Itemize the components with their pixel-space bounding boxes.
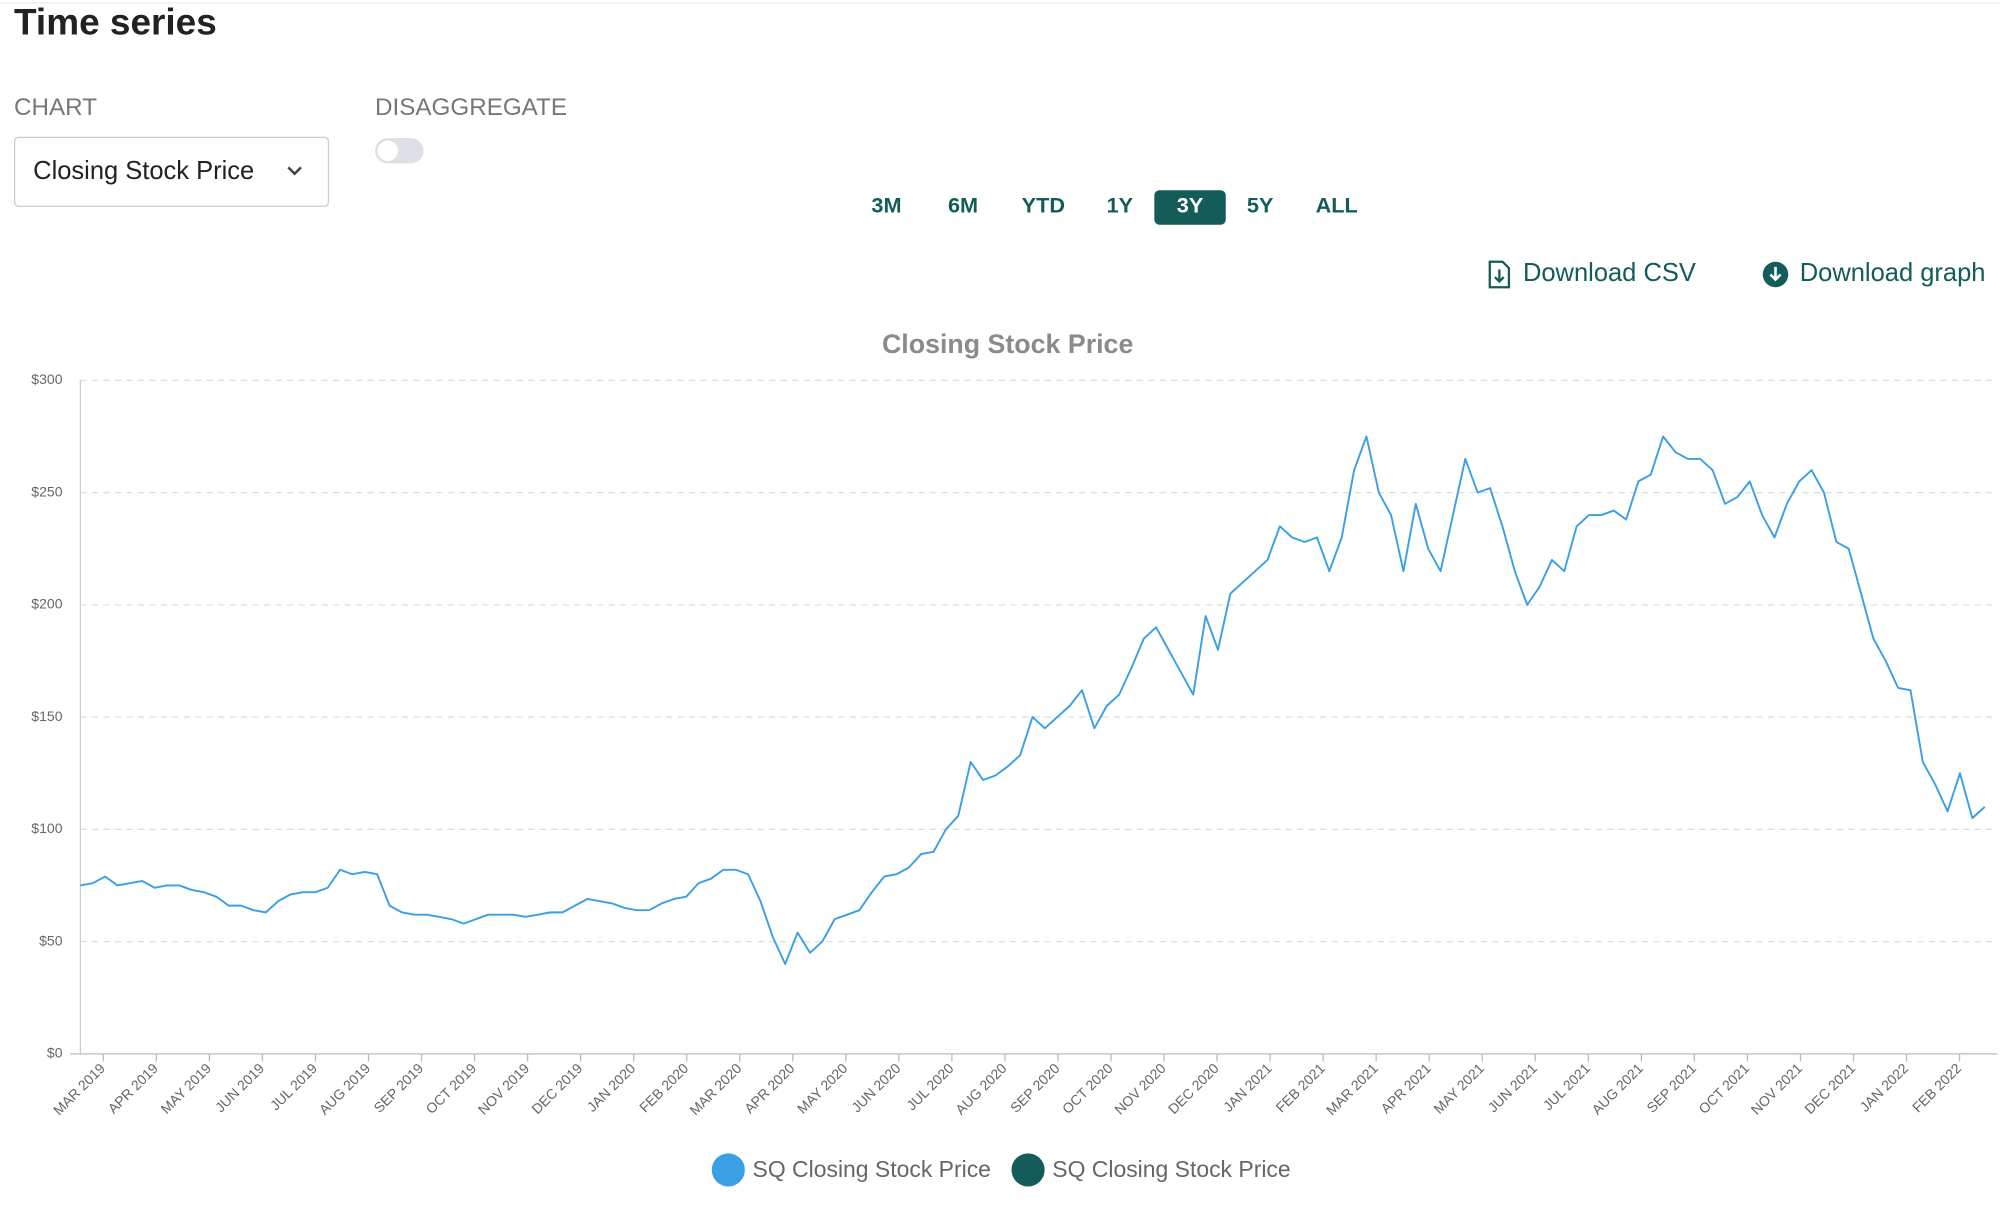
x-tick-label: OCT 2021: [1695, 1060, 1752, 1117]
range-button[interactable]: 1Y: [1107, 193, 1134, 218]
legend-item[interactable]: SQ Closing Stock Price: [711, 1153, 991, 1187]
range-button[interactable]: 3Y: [1154, 190, 1226, 225]
disaggregate-label: DISAGGREGATE: [375, 94, 567, 121]
chart-title: Closing Stock Price: [882, 329, 1133, 359]
chart-label: CHART: [14, 94, 97, 121]
download-graph-text[interactable]: Download graph: [1800, 259, 1986, 287]
range-button[interactable]: 6M: [948, 193, 978, 218]
legend-swatch[interactable]: [1011, 1153, 1045, 1187]
range-label[interactable]: 3M: [871, 193, 901, 218]
download-csv[interactable]: Download CSV: [1488, 259, 1696, 289]
y-tick-label: $300: [31, 371, 62, 387]
x-tick-label: JAN 2020: [584, 1060, 639, 1115]
x-tick-label: JUL 2021: [1540, 1060, 1594, 1114]
range-button[interactable]: ALL: [1316, 193, 1358, 218]
x-tick-label: FEB 2022: [1909, 1060, 1965, 1116]
select-caret: [287, 166, 302, 176]
x-tick-label: NOV 2020: [1111, 1060, 1169, 1118]
toggle-knob: [377, 140, 398, 161]
range-button[interactable]: YTD: [1022, 193, 1065, 218]
x-tick-label: MAR 2020: [686, 1060, 744, 1118]
y-tick-label: $0: [47, 1045, 63, 1061]
range-active-bg[interactable]: [1154, 190, 1226, 225]
legend-label[interactable]: SQ Closing Stock Price: [753, 1156, 991, 1182]
x-tick-label: SEP 2019: [370, 1060, 426, 1116]
x-tick-label: JUN 2020: [848, 1060, 904, 1116]
toggle[interactable]: [375, 138, 424, 164]
range-label[interactable]: 3Y: [1177, 193, 1204, 218]
download-csv-text[interactable]: Download CSV: [1523, 259, 1696, 287]
x-tick-label: DEC 2021: [1801, 1060, 1858, 1117]
x-tick-label: APR 2020: [741, 1060, 798, 1117]
range-label[interactable]: 1Y: [1107, 193, 1134, 218]
range-label[interactable]: 5Y: [1247, 193, 1274, 218]
select-value[interactable]: Closing Stock Price: [33, 157, 254, 185]
x-tick-label: NOV 2021: [1748, 1060, 1806, 1118]
range-label[interactable]: 6M: [948, 193, 978, 218]
legend-item[interactable]: SQ Closing Stock Price: [1011, 1153, 1291, 1187]
x-tick-label: SEP 2020: [1007, 1060, 1063, 1116]
page-title: Time series: [14, 1, 217, 42]
y-tick-label: $100: [31, 820, 62, 836]
x-tick-label: MAY 2020: [794, 1060, 851, 1117]
legend-swatch[interactable]: [711, 1153, 745, 1187]
y-tick-label: $50: [39, 932, 63, 948]
chart-select[interactable]: Closing Stock Price: [14, 136, 330, 207]
x-tick-label: FEB 2021: [1272, 1060, 1328, 1116]
x-tick-label: DEC 2019: [528, 1060, 585, 1117]
x-tick-label: JUN 2019: [212, 1060, 268, 1116]
range-label[interactable]: ALL: [1316, 193, 1358, 218]
select-box[interactable]: [14, 136, 330, 207]
x-tick-label: AUG 2019: [316, 1060, 374, 1118]
download-graph[interactable]: Download graph: [1762, 259, 1986, 288]
x-tick-label: SEP 2021: [1643, 1060, 1699, 1116]
range-label[interactable]: YTD: [1022, 193, 1065, 218]
x-tick-label: APR 2021: [1377, 1060, 1434, 1117]
x-tick-label: JAN 2022: [1856, 1060, 1911, 1115]
x-tick-label: AUG 2021: [1588, 1060, 1646, 1118]
x-tick-label: JUN 2021: [1485, 1060, 1541, 1116]
y-tick-label: $200: [31, 596, 62, 612]
x-tick-label: NOV 2019: [475, 1060, 533, 1118]
y-tick-label: $250: [31, 483, 62, 499]
csv-icon: [1488, 260, 1511, 289]
x-tick-label: JUL 2020: [903, 1060, 957, 1114]
x-tick-label: OCT 2020: [1059, 1060, 1116, 1117]
line-series: [80, 435, 1986, 965]
x-tick-label: JUL 2019: [267, 1060, 321, 1114]
x-tick-label: APR 2019: [105, 1060, 162, 1117]
x-tick-label: AUG 2020: [952, 1060, 1010, 1118]
range-button[interactable]: 3M: [871, 193, 901, 218]
x-tick-label: DEC 2020: [1165, 1060, 1222, 1117]
x-tick-label: MAR 2019: [50, 1060, 108, 1118]
x-tick-label: MAY 2021: [1430, 1060, 1487, 1117]
x-tick-label: JAN 2021: [1220, 1060, 1275, 1115]
x-tick-label: FEB 2020: [636, 1060, 692, 1116]
x-tick-label: OCT 2019: [422, 1060, 479, 1117]
graph-icon-arrow: [1769, 266, 1782, 282]
x-tick-label: MAY 2019: [157, 1060, 214, 1117]
x-tick-label: MAR 2021: [1323, 1060, 1381, 1118]
legend-label[interactable]: SQ Closing Stock Price: [1052, 1156, 1290, 1182]
y-tick-label: $150: [31, 708, 62, 724]
range-button[interactable]: 5Y: [1247, 193, 1274, 218]
